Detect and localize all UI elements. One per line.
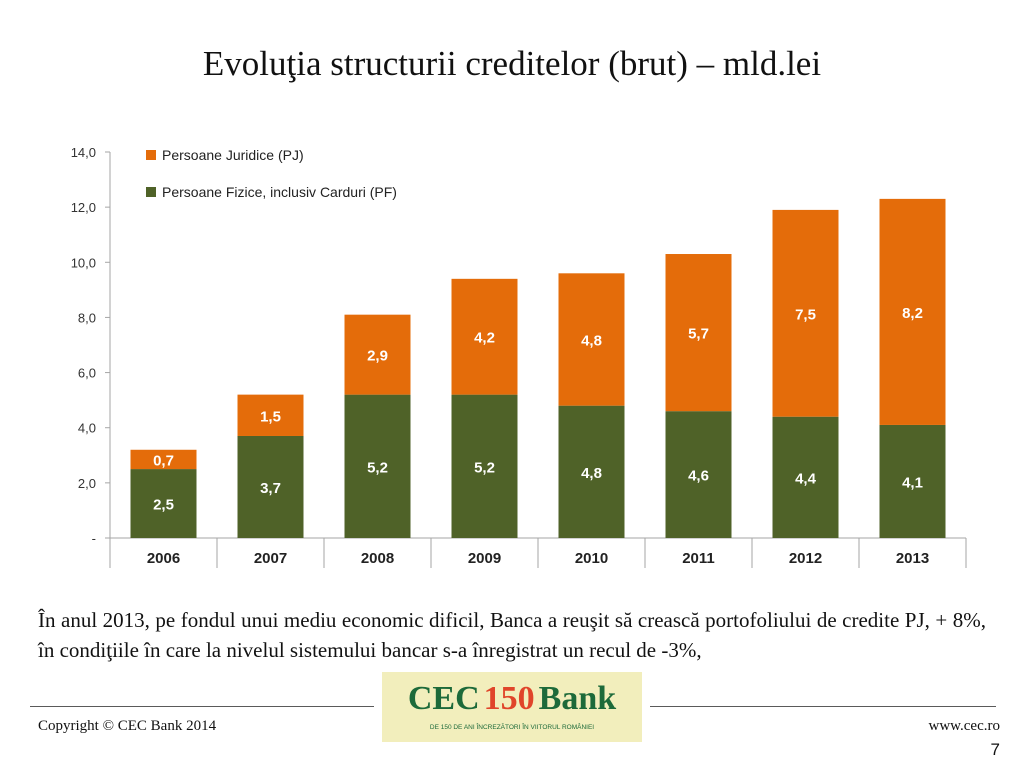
- bar-pf: [344, 394, 411, 538]
- x-tick-label: 2011: [682, 550, 715, 567]
- bar-pf: [879, 424, 946, 538]
- bar-pj: [772, 209, 839, 417]
- body-text: În anul 2013, pe fondul unui mediu econo…: [38, 608, 986, 662]
- data-label-pj: 2,9: [367, 348, 388, 365]
- x-tick-label: 2006: [147, 550, 180, 567]
- data-label-pf: 5,2: [367, 459, 388, 476]
- x-tick-label: 2013: [896, 550, 929, 567]
- data-label-pj: 5,7: [688, 326, 709, 343]
- website-link[interactable]: www.cec.ro: [928, 718, 1001, 734]
- footer-rule-left: [30, 706, 374, 707]
- data-label-pf: 2,5: [153, 497, 174, 514]
- logo-tagline: DE 150 DE ANI ÎNCREZĂTORI ÎN VIITORUL RO…: [429, 724, 595, 731]
- y-tick-label: 4,0: [78, 421, 96, 436]
- bar-pj: [558, 273, 625, 406]
- data-label-pj: 4,2: [474, 330, 495, 347]
- page-number: 7: [990, 740, 1000, 759]
- bar-pf: [130, 469, 197, 538]
- legend-label: Persoane Fizice, inclusiv Carduri (PF): [162, 184, 397, 200]
- bar-pf: [558, 405, 625, 538]
- stacked-bar-chart: - 2,0 4,0 6,0 8,0 10,0 12,0 14,0 2,5 0,7 2006 3,7 1,…: [71, 145, 967, 568]
- bar-pj: [344, 314, 411, 395]
- data-label-pj: 1,5: [260, 408, 281, 425]
- y-tick-label: -: [92, 531, 96, 546]
- y-tick-label: 6,0: [78, 366, 96, 381]
- bar-pj: [237, 394, 304, 436]
- data-label-pf: 4,8: [581, 465, 602, 482]
- y-tick-label: 2,0: [78, 476, 96, 491]
- logo-wordmark: CEC 150 Bank: [382, 680, 642, 718]
- y-tick-label: 8,0: [78, 310, 96, 325]
- bar-pj: [879, 198, 946, 425]
- bar-pj: [665, 254, 732, 412]
- bar-pf: [665, 411, 732, 538]
- legend-label: Persoane Juridice (PJ): [162, 147, 304, 163]
- logo-text-cec: CEC: [407, 680, 480, 717]
- legend-swatch: [146, 187, 156, 197]
- x-tick-label: 2012: [789, 550, 822, 567]
- bar-pf: [237, 435, 304, 538]
- bar-pj: [130, 449, 197, 470]
- slide-title: Evoluţia structurii creditelor (brut) – …: [202, 44, 822, 83]
- data-label-pf: 3,7: [260, 480, 281, 497]
- bar-pf: [772, 416, 839, 538]
- x-tick-label: 2007: [254, 550, 287, 567]
- copyright-text: Copyright © CEC Bank 2014: [38, 718, 217, 734]
- data-label-pf: 5,2: [474, 459, 495, 476]
- data-label-pj: 8,2: [902, 305, 923, 322]
- data-label-pj: 4,8: [581, 332, 602, 349]
- y-tick-label: 14,0: [71, 145, 96, 160]
- logo-text-bank: Bank: [538, 680, 617, 717]
- footer-rule-right: [650, 706, 996, 707]
- data-label-pj: 7,5: [795, 306, 816, 323]
- bar-pf: [451, 394, 518, 538]
- data-label-pf: 4,6: [688, 468, 709, 485]
- data-label-pf: 4,4: [795, 470, 817, 487]
- y-tick-label: 12,0: [71, 200, 96, 215]
- x-tick-label: 2008: [361, 550, 394, 567]
- data-label-pj: 0,7: [153, 452, 174, 469]
- logo-text-150: 150: [483, 680, 535, 717]
- x-tick-label: 2010: [575, 550, 608, 567]
- y-tick-label: 10,0: [71, 255, 96, 270]
- x-tick-label: 2009: [468, 550, 501, 567]
- legend-swatch: [146, 150, 156, 160]
- bar-pj: [451, 278, 518, 395]
- data-label-pf: 4,1: [902, 474, 923, 491]
- cec-bank-logo: CEC 150 Bank DE 150 DE ANI ÎNCREZĂTORI ÎN …: [382, 672, 642, 742]
